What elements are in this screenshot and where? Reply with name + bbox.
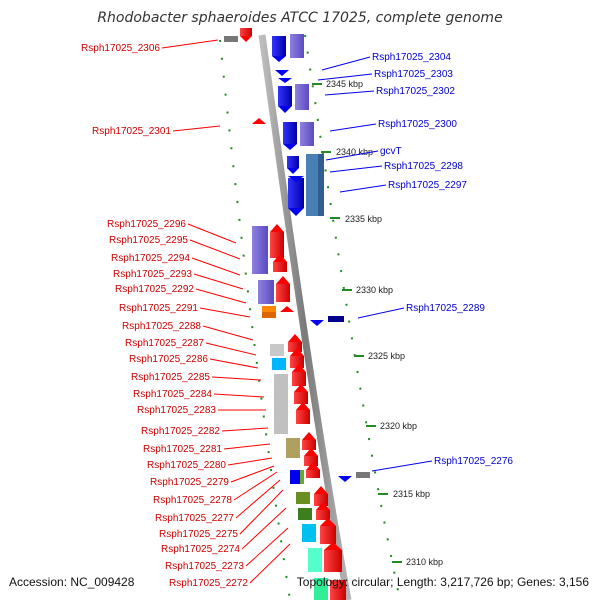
right-label-texts: Rsph17025_2304 Rsph17025_2303 Rsph17025_… (372, 52, 513, 467)
gene-label-2296[interactable]: Rsph17025_2296 (107, 219, 186, 230)
accession-text: Accession: NC_009428 (9, 575, 135, 589)
gene-label-2302[interactable]: Rsph17025_2302 (376, 86, 455, 97)
gene-label-2275[interactable]: Rsph17025_2275 (159, 529, 238, 540)
gene-label-2273[interactable]: Rsph17025_2273 (165, 561, 244, 572)
scale-label-2315: 2315 kbp (393, 489, 430, 499)
scale-label-2310: 2310 kbp (406, 557, 443, 567)
gene-label-2283[interactable]: Rsph17025_2283 (137, 405, 216, 416)
gene-label-2301[interactable]: Rsph17025_2301 (92, 126, 171, 137)
gene-label-2300[interactable]: Rsph17025_2300 (378, 119, 457, 130)
gene-label-2282[interactable]: Rsph17025_2282 (141, 426, 220, 437)
left-label-texts: Rsph17025_2306 Rsph17025_2301 Rsph17025_… (81, 43, 248, 589)
gene-feature-2301 (252, 118, 266, 124)
gene-label-gcvT[interactable]: gcvT (380, 146, 402, 157)
gene-label-2284[interactable]: Rsph17025_2284 (133, 389, 212, 400)
scale-label-2330: 2330 kbp (356, 285, 393, 295)
gene-label-2281[interactable]: Rsph17025_2281 (143, 444, 222, 455)
gene-label-2280[interactable]: Rsph17025_2280 (147, 460, 226, 471)
gene-label-2274[interactable]: Rsph17025_2274 (161, 544, 240, 555)
gene-feature-red-top (240, 28, 252, 36)
gene-label-2292[interactable]: Rsph17025_2292 (115, 284, 194, 295)
scale-label-2345: 2345 kbp (326, 79, 363, 89)
gene-label-2294[interactable]: Rsph17025_2294 (111, 253, 190, 264)
gene-label-2272[interactable]: Rsph17025_2272 (169, 578, 248, 589)
genome-summary-text: Topology: circular; Length: 3,217,726 bp… (297, 575, 590, 589)
gc-track-inner (219, 39, 291, 600)
gene-label-2297[interactable]: Rsph17025_2297 (388, 180, 467, 191)
gene-label-2286[interactable]: Rsph17025_2286 (129, 354, 208, 365)
gene-feature-2276 (338, 472, 370, 482)
gene-label-2298[interactable]: Rsph17025_2298 (384, 161, 463, 172)
gene-label-2279[interactable]: Rsph17025_2279 (150, 477, 229, 488)
scale-label-2335: 2335 kbp (345, 214, 382, 224)
gene-label-2291[interactable]: Rsph17025_2291 (119, 303, 198, 314)
gene-label-2303[interactable]: Rsph17025_2303 (374, 69, 453, 80)
reverse-gene-cluster-upper (272, 34, 324, 216)
gene-label-2285[interactable]: Rsph17025_2285 (131, 372, 210, 383)
map-title: Rhodobacter sphaeroides ATCC 17025, comp… (97, 10, 502, 26)
gene-label-2278[interactable]: Rsph17025_2278 (153, 495, 232, 506)
scale-label-2320: 2320 kbp (380, 421, 417, 431)
gene-label-2295[interactable]: Rsph17025_2295 (109, 235, 188, 246)
gene-label-2277[interactable]: Rsph17025_2277 (155, 513, 234, 524)
genome-backbone (258, 34, 352, 600)
gene-feature-2289 (310, 316, 344, 326)
gene-label-2304[interactable]: Rsph17025_2304 (372, 52, 451, 63)
scale-label-2340: 2340 kbp (336, 147, 373, 157)
left-labels (161, 39, 291, 584)
gene-label-2306[interactable]: Rsph17025_2306 (81, 43, 160, 54)
forward-gene-cluster-lower (270, 334, 346, 600)
gene-label-2287[interactable]: Rsph17025_2287 (125, 338, 204, 349)
gc-track-outer (304, 34, 401, 600)
scale-labels: 2345 kbp 2340 kbp 2335 kbp 2330 kbp 2325… (312, 79, 443, 567)
forward-gene-cluster-middle (252, 224, 294, 318)
right-labels (317, 56, 433, 472)
scale-label-2325: 2325 kbp (368, 351, 405, 361)
gene-label-2293[interactable]: Rsph17025_2293 (113, 269, 192, 280)
gene-label-2289[interactable]: Rsph17025_2289 (406, 303, 485, 314)
gene-feature-red-top-arrow (240, 36, 252, 42)
gene-label-2276[interactable]: Rsph17025_2276 (434, 456, 513, 467)
gene-label-2288[interactable]: Rsph17025_2288 (122, 321, 201, 332)
gene-feature-grey (224, 36, 238, 42)
